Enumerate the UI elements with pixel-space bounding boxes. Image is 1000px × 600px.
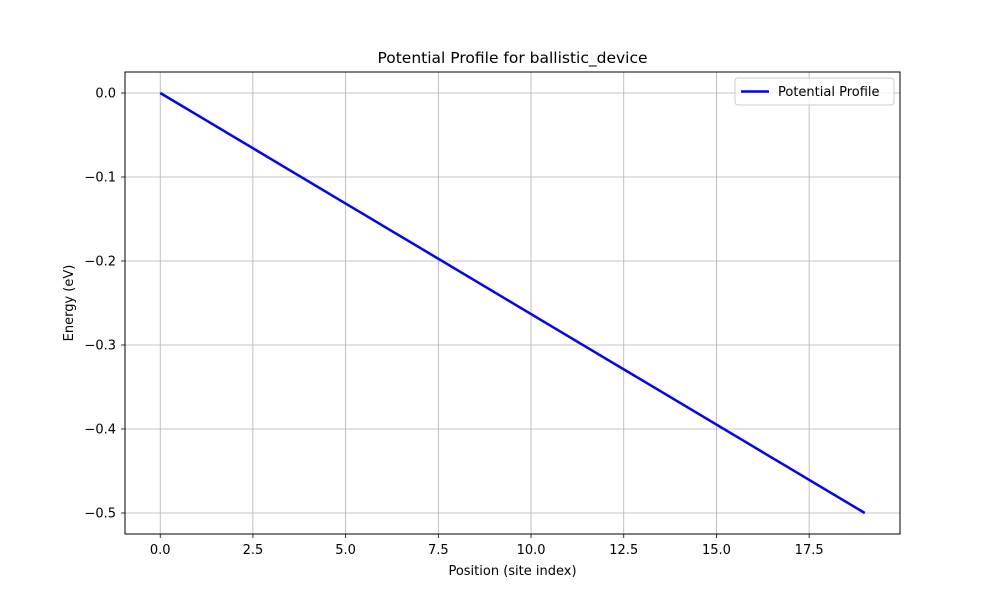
legend: Potential Profile xyxy=(734,77,895,106)
series-layer xyxy=(159,91,866,515)
x-tick-label: 5.0 xyxy=(335,543,356,558)
x-tick-label: 2.5 xyxy=(243,543,264,558)
y-tick-label: −0.2 xyxy=(84,255,116,270)
ticks: 0.0 2.5 5.0 7.5 10.0 12.5 15.0 17.5 0.0 −0.1 −0.2 −… xyxy=(84,87,823,559)
legend-box xyxy=(734,77,895,106)
y-tick-label: −0.3 xyxy=(84,339,116,354)
x-axis-title: Position (site index) xyxy=(448,564,576,579)
x-tick-label: 15.0 xyxy=(702,543,731,558)
plot-frame xyxy=(124,71,901,535)
y-tick-label: −0.1 xyxy=(84,171,116,186)
y-axis-title: Energy (eV) xyxy=(62,265,77,342)
series-line xyxy=(159,91,866,515)
x-tick-label: 12.5 xyxy=(609,543,638,558)
x-tick-label: 7.5 xyxy=(428,543,449,558)
chart-title: Potential Profile for ballistic_device xyxy=(377,49,647,68)
x-tick-label: 17.5 xyxy=(795,543,824,558)
y-tick-label: −0.4 xyxy=(84,423,116,438)
grid xyxy=(125,72,900,534)
y-tick-label: 0.0 xyxy=(95,87,116,102)
x-tick-label: 0.0 xyxy=(150,543,171,558)
y-tick-label: −0.5 xyxy=(84,507,116,522)
legend-label: Potential Profile xyxy=(778,85,880,100)
x-tick-label: 10.0 xyxy=(517,543,546,558)
